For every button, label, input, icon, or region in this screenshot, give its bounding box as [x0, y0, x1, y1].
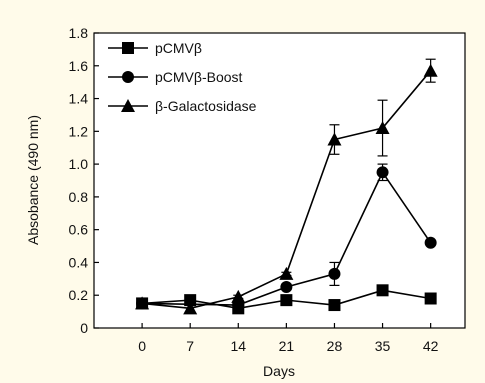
x-tick-label: 0 [138, 338, 146, 354]
data-point [280, 294, 293, 307]
x-tick-label: 14 [230, 338, 246, 354]
legend-label: pCMVβ-Boost [155, 69, 243, 85]
y-tick-label: 0.2 [69, 287, 89, 303]
legend-marker [122, 71, 134, 83]
data-point [376, 166, 389, 179]
data-point [231, 289, 246, 303]
y-axis-label: Absobance (490 nm) [25, 115, 41, 245]
x-tick-label: 35 [375, 338, 391, 354]
data-point [424, 292, 437, 305]
y-axis: 0 0.2 0.4 0.6 0.8 1.0 1.2 1.4 1.6 1.8 [69, 25, 99, 336]
y-tick-label: 0 [80, 320, 88, 336]
x-axis: 0 7 14 21 28 35 42 [138, 323, 439, 354]
y-tick-label: 1.6 [69, 58, 89, 74]
data-point [328, 299, 341, 312]
data-point [135, 296, 150, 310]
data-point [184, 294, 197, 307]
legend-item: pCMVβ [108, 40, 202, 56]
data-point [423, 63, 438, 77]
legend: pCMVβ pCMVβ-Boost β-Galactosidase [108, 40, 257, 114]
y-tick-label: 1.8 [69, 25, 89, 41]
y-tick-label: 1.2 [69, 123, 89, 139]
series-layer [135, 58, 438, 315]
data-point [376, 284, 389, 297]
legend-label: pCMVβ [155, 40, 202, 56]
x-tick-label: 7 [186, 338, 194, 354]
x-tick-label: 21 [279, 338, 295, 354]
x-tick-label: 42 [423, 338, 439, 354]
data-point [183, 301, 198, 315]
plot-area [93, 32, 466, 329]
series-triangle [135, 58, 438, 315]
data-point [375, 121, 390, 135]
x-axis-label: Days [263, 363, 295, 379]
legend-item: pCMVβ-Boost [108, 69, 243, 85]
data-point [279, 266, 294, 280]
data-point [327, 132, 342, 146]
legend-marker [122, 42, 134, 54]
y-tick-label: 0.6 [69, 222, 89, 238]
y-tick-label: 1.4 [69, 91, 89, 107]
data-point [424, 236, 437, 249]
legend-item: β-Galactosidase [108, 98, 257, 114]
y-tick-label: 0.8 [69, 189, 89, 205]
legend-marker [121, 99, 135, 112]
legend-label: β-Galactosidase [155, 98, 257, 114]
y-tick-label: 0.4 [69, 254, 89, 270]
y-tick-label: 1.0 [69, 156, 89, 172]
data-point [328, 267, 341, 280]
x-tick-label: 28 [327, 338, 343, 354]
data-point [280, 281, 293, 294]
series-line [142, 170, 432, 306]
